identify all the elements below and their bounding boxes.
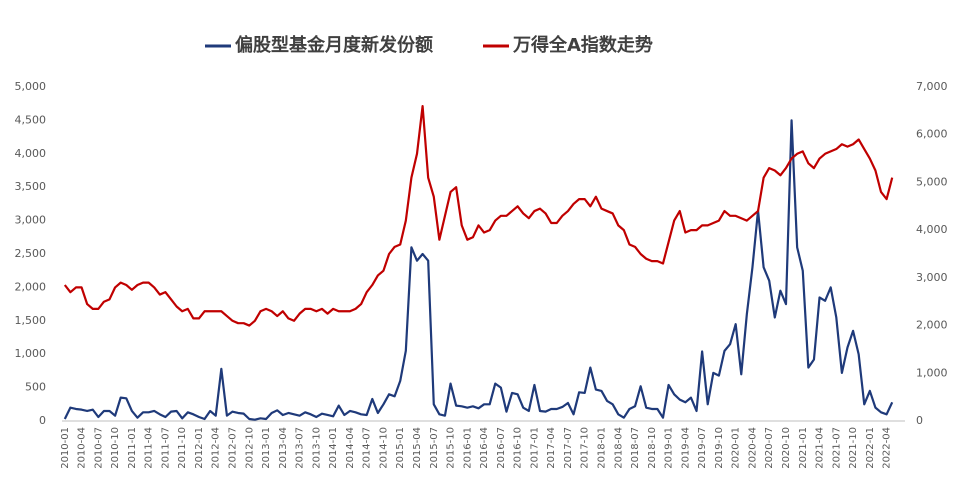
series-line — [63, 104, 894, 327]
x-tick-label: 2016-04 — [479, 427, 490, 469]
y-tick-label: 1,000 — [15, 347, 47, 360]
y-tick-label: 3,000 — [15, 214, 47, 227]
x-tick-label: 2012-04 — [211, 427, 222, 469]
y-tick-label: 0 — [39, 414, 46, 427]
y-tick-label: 3,500 — [15, 180, 47, 193]
x-tick-label: 2019-07 — [697, 427, 708, 469]
x-tick-label: 2013-04 — [278, 427, 289, 469]
x-tick-label: 2012-07 — [228, 427, 239, 469]
x-tick-label: 2020-04 — [747, 427, 758, 469]
x-tick-label: 2021-04 — [815, 427, 826, 469]
x-tick-label: 2020-10 — [781, 427, 792, 469]
x-tick-label: 2017-10 — [580, 427, 591, 469]
x-tick-label: 2016-01 — [462, 427, 473, 469]
y-tick-label: 4,000 — [15, 147, 47, 160]
x-tick-label: 2017-04 — [546, 427, 557, 469]
x-tick-label: 2021-10 — [848, 427, 859, 469]
x-tick-label: 2014-07 — [362, 427, 373, 469]
x-tick-label: 2010-10 — [110, 427, 121, 469]
x-tick-label: 2015-10 — [446, 427, 457, 469]
x-tick-label: 2019-01 — [664, 427, 675, 469]
x-tick-label: 2011-07 — [160, 427, 171, 469]
x-tick-label: 2013-01 — [261, 427, 272, 469]
x-tick-label: 2010-04 — [77, 427, 88, 469]
x-tick-label: 2010-01 — [60, 427, 71, 469]
y2-tick-label: 5,000 — [916, 175, 948, 188]
x-tick-label: 2011-10 — [177, 427, 188, 469]
y2-tick-label: 1,000 — [916, 366, 948, 379]
x-tick-label: 2013-10 — [311, 427, 322, 469]
y2-tick-label: 3,000 — [916, 271, 948, 284]
x-tick-label: 2015-07 — [429, 427, 440, 469]
x-tick-label: 2018-01 — [596, 427, 607, 469]
x-tick-label: 2019-10 — [714, 427, 725, 469]
x-tick-label: 2018-04 — [613, 427, 624, 469]
y2-tick-label: 2,000 — [916, 319, 948, 332]
y2-tick-label: 4,000 — [916, 223, 948, 236]
x-tick-label: 2014-10 — [378, 427, 389, 469]
y-tick-label: 500 — [25, 381, 46, 394]
y-tick-label: 4,500 — [15, 113, 47, 126]
x-tick-label: 2022-04 — [882, 427, 893, 469]
y-tick-label: 2,000 — [15, 280, 47, 293]
x-tick-label: 2014-01 — [328, 427, 339, 469]
y-tick-label: 1,500 — [15, 314, 47, 327]
y-tick-label: 2,500 — [15, 247, 47, 260]
x-tick-label: 2015-01 — [395, 427, 406, 469]
x-tick-label: 2022-01 — [865, 427, 876, 469]
x-tick-label: 2013-07 — [295, 427, 306, 469]
y-tick-label: 5,000 — [15, 80, 47, 93]
x-tick-label: 2018-10 — [647, 427, 658, 469]
x-tick-label: 2021-07 — [831, 427, 842, 469]
x-tick-label: 2017-07 — [563, 427, 574, 469]
x-tick-label: 2011-01 — [127, 427, 138, 469]
x-tick-label: 2012-01 — [194, 427, 205, 469]
x-tick-label: 2011-04 — [144, 427, 155, 469]
x-tick-label: 2016-10 — [513, 427, 524, 469]
x-tick-label: 2015-04 — [412, 427, 423, 469]
x-tick-label: 2016-07 — [496, 427, 507, 469]
series-line — [63, 119, 894, 421]
x-tick-label: 2010-07 — [93, 427, 104, 469]
y2-tick-label: 0 — [916, 414, 923, 427]
x-tick-label: 2012-10 — [244, 427, 255, 469]
x-tick-label: 2018-07 — [630, 427, 641, 469]
x-tick-label: 2020-01 — [731, 427, 742, 469]
legend-label: 偏股型基金月度新发份额 — [235, 34, 433, 56]
x-tick-label: 2020-07 — [764, 427, 775, 469]
x-tick-label: 2019-04 — [680, 427, 691, 469]
x-tick-label: 2014-04 — [345, 427, 356, 469]
legend-label: 万得全A指数走势 — [512, 34, 653, 56]
y2-tick-label: 7,000 — [916, 80, 948, 93]
y2-tick-label: 6,000 — [916, 128, 948, 141]
x-tick-label: 2021-01 — [798, 427, 809, 469]
x-tick-label: 2017-01 — [529, 427, 540, 469]
